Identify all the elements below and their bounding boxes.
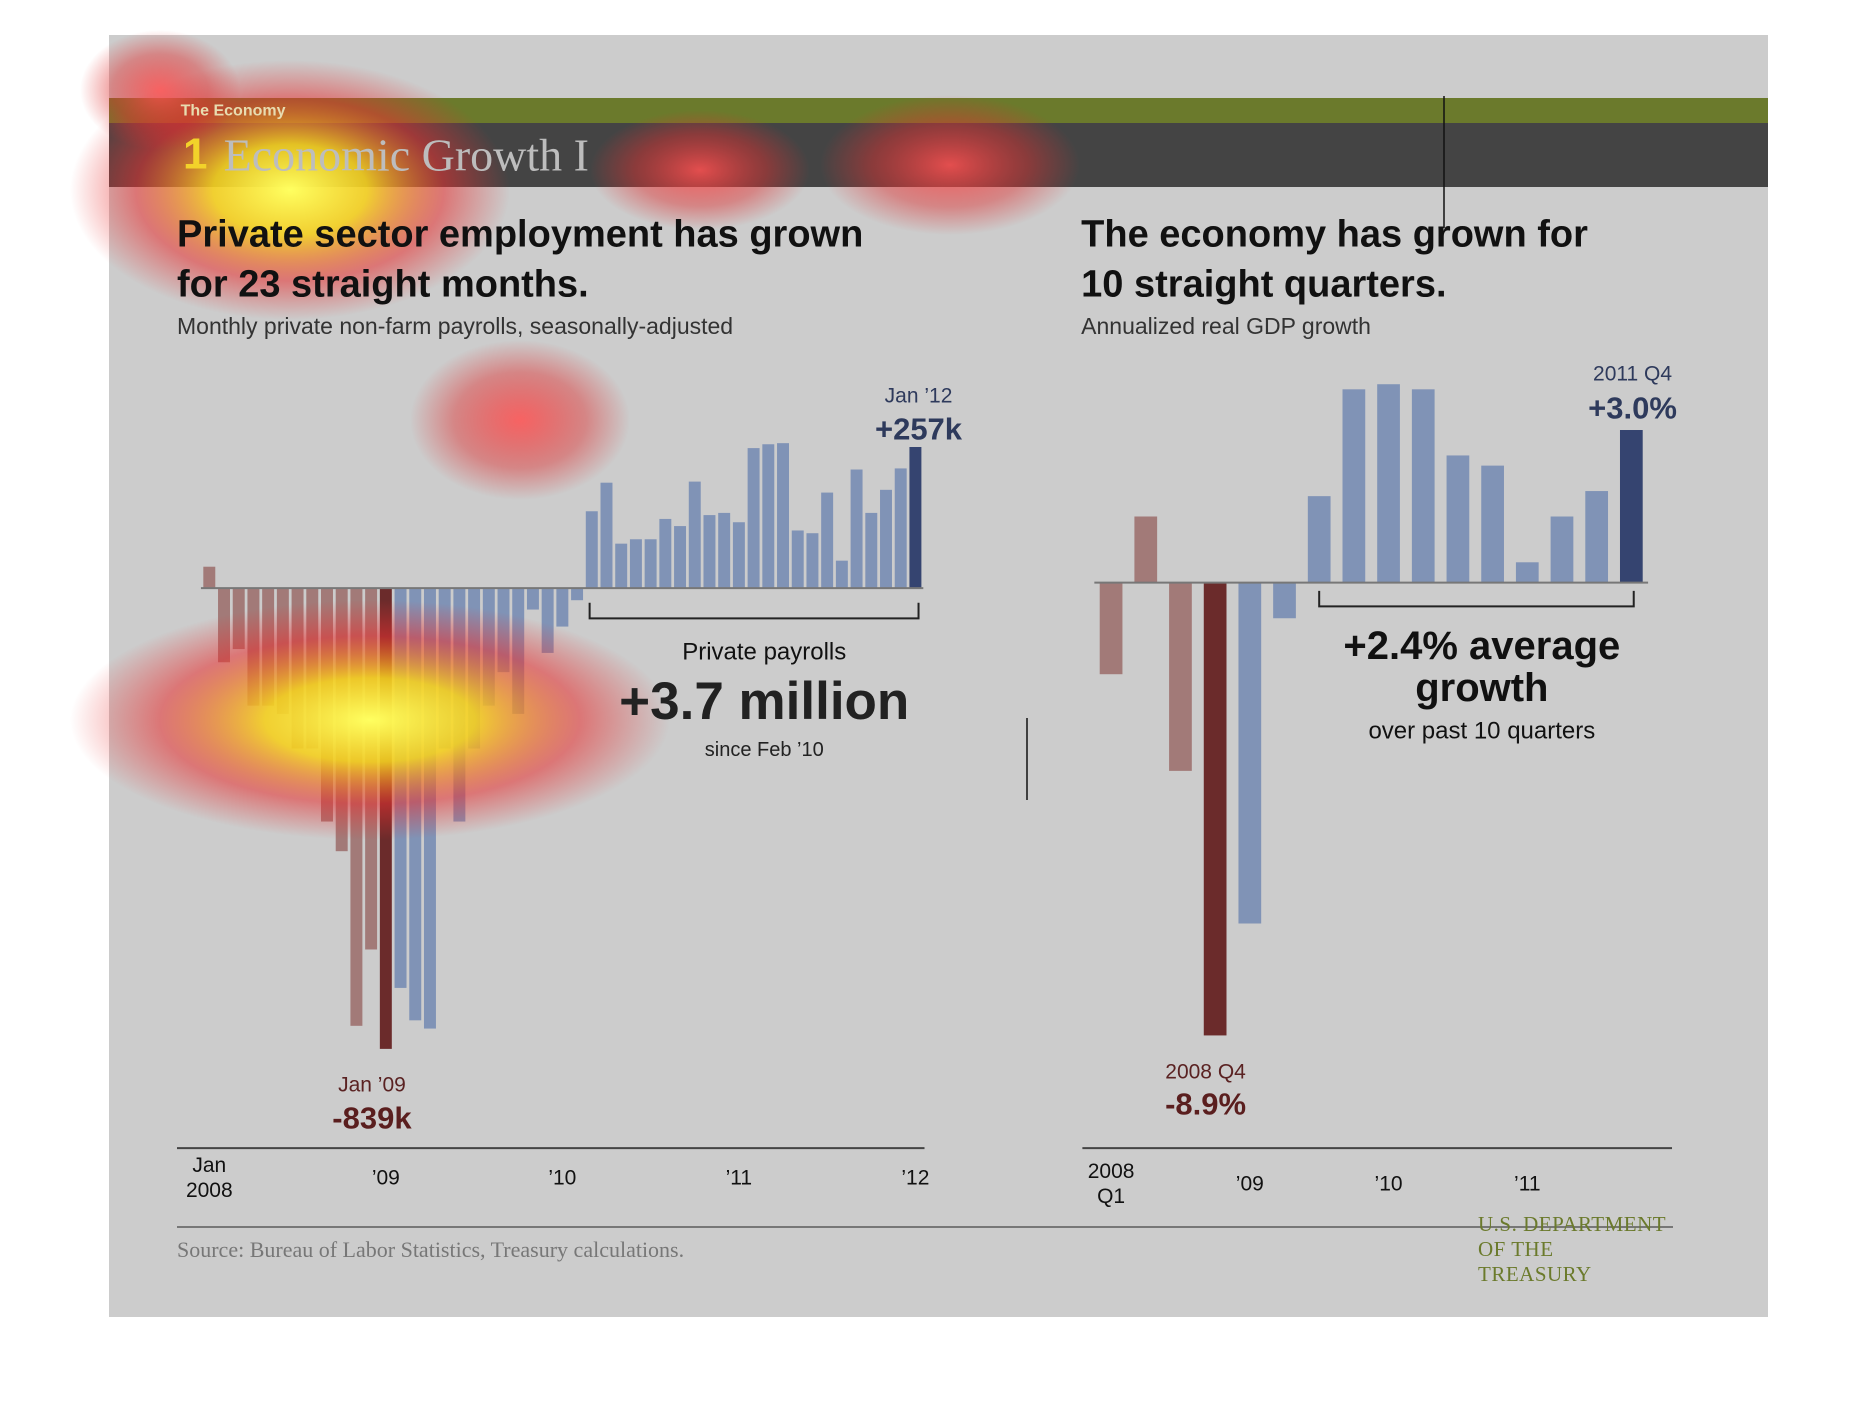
bar (821, 492, 834, 589)
bar (556, 588, 569, 627)
x-tick-label: ’10 (548, 1166, 577, 1190)
bar (688, 481, 701, 589)
agency: U.S. DEPARTMENT OF THE TREASURY (1478, 1212, 1666, 1287)
chart-subtitle: Monthly private non-farm payrolls, seaso… (177, 312, 734, 339)
annotation: Jan ’12 (884, 384, 953, 408)
bar (1134, 516, 1158, 583)
bar (1446, 455, 1470, 583)
x-tick-label: ’12 (901, 1166, 930, 1190)
value-label: -839k (332, 1100, 412, 1136)
bar (1481, 465, 1504, 583)
bar (1377, 384, 1400, 583)
bar (1550, 516, 1574, 583)
annotation: +2.4% average growth (1343, 624, 1621, 711)
bar (835, 560, 848, 589)
bar (850, 469, 863, 589)
bar (526, 588, 539, 610)
x-tick-label: ’10 (1374, 1172, 1403, 1196)
heat-spot (70, 600, 670, 840)
x-tick-label: ’09 (1235, 1172, 1264, 1196)
annotation: Jan ’09 (338, 1073, 406, 1097)
bar (865, 512, 878, 589)
bracket (588, 602, 920, 620)
value-label: +3.0% (1588, 390, 1677, 426)
annotation: since Feb ’10 (704, 738, 824, 761)
bar (1307, 496, 1331, 583)
source-note: Source: Bureau of Labor Statistics, Trea… (177, 1236, 685, 1262)
annotation: Private payrolls (682, 638, 847, 666)
x-tick-label: Jan 2008 (185, 1153, 233, 1203)
x-tick-label: ’11 (1514, 1172, 1541, 1196)
bar (585, 511, 598, 589)
section-label: The Economy (180, 102, 286, 120)
heat-spot (80, 30, 240, 150)
bar (791, 530, 804, 589)
bar (1585, 491, 1609, 583)
x-tick-label: 2008 Q1 (1087, 1159, 1135, 1209)
bar (894, 468, 907, 589)
heatmap (70, 30, 1080, 840)
bar (703, 515, 716, 589)
bar (571, 588, 584, 601)
bar (880, 489, 892, 589)
bar (1238, 582, 1262, 924)
bracket (1318, 590, 1635, 608)
bar (674, 526, 687, 589)
chart-title: The economy has grown for 10 straight qu… (1081, 213, 1588, 306)
bar (718, 512, 731, 589)
bar (629, 539, 642, 589)
bar (762, 444, 775, 589)
bar (1273, 582, 1296, 619)
annotation: 2011 Q4 (1593, 362, 1673, 386)
x-tick-label: ’11 (725, 1166, 753, 1190)
bar (1619, 430, 1643, 583)
bar (1203, 582, 1227, 1036)
bar (203, 566, 216, 589)
bar (541, 588, 554, 653)
page-title: Economic Growth I (223, 129, 589, 181)
bar (777, 443, 790, 589)
heat-spot (410, 340, 630, 500)
value-label: +257k (874, 411, 963, 447)
heat-spot (820, 95, 1080, 235)
bar (1169, 582, 1192, 771)
bar (747, 448, 760, 589)
annotation: 2008 Q4 (1165, 1060, 1246, 1084)
bar (806, 533, 819, 589)
section-number: 1 (182, 130, 208, 180)
bar (1411, 389, 1435, 583)
bar (732, 522, 745, 589)
bar (659, 518, 672, 589)
bar (600, 482, 613, 589)
bar (1342, 389, 1366, 583)
x-tick-label: ’09 (371, 1166, 400, 1190)
chart-title: Private sector employment has grown for … (177, 213, 864, 306)
chart-subtitle: Annualized real GDP growth (1081, 312, 1371, 339)
bar (1515, 562, 1539, 583)
value-label: -8.9% (1165, 1086, 1247, 1122)
annotation: over past 10 quarters (1368, 717, 1596, 745)
bar (644, 539, 657, 589)
annotation: +3.7 million (619, 672, 910, 732)
bar (909, 446, 922, 589)
bar (615, 543, 628, 589)
heat-spot (590, 110, 810, 230)
bar (1099, 582, 1123, 675)
